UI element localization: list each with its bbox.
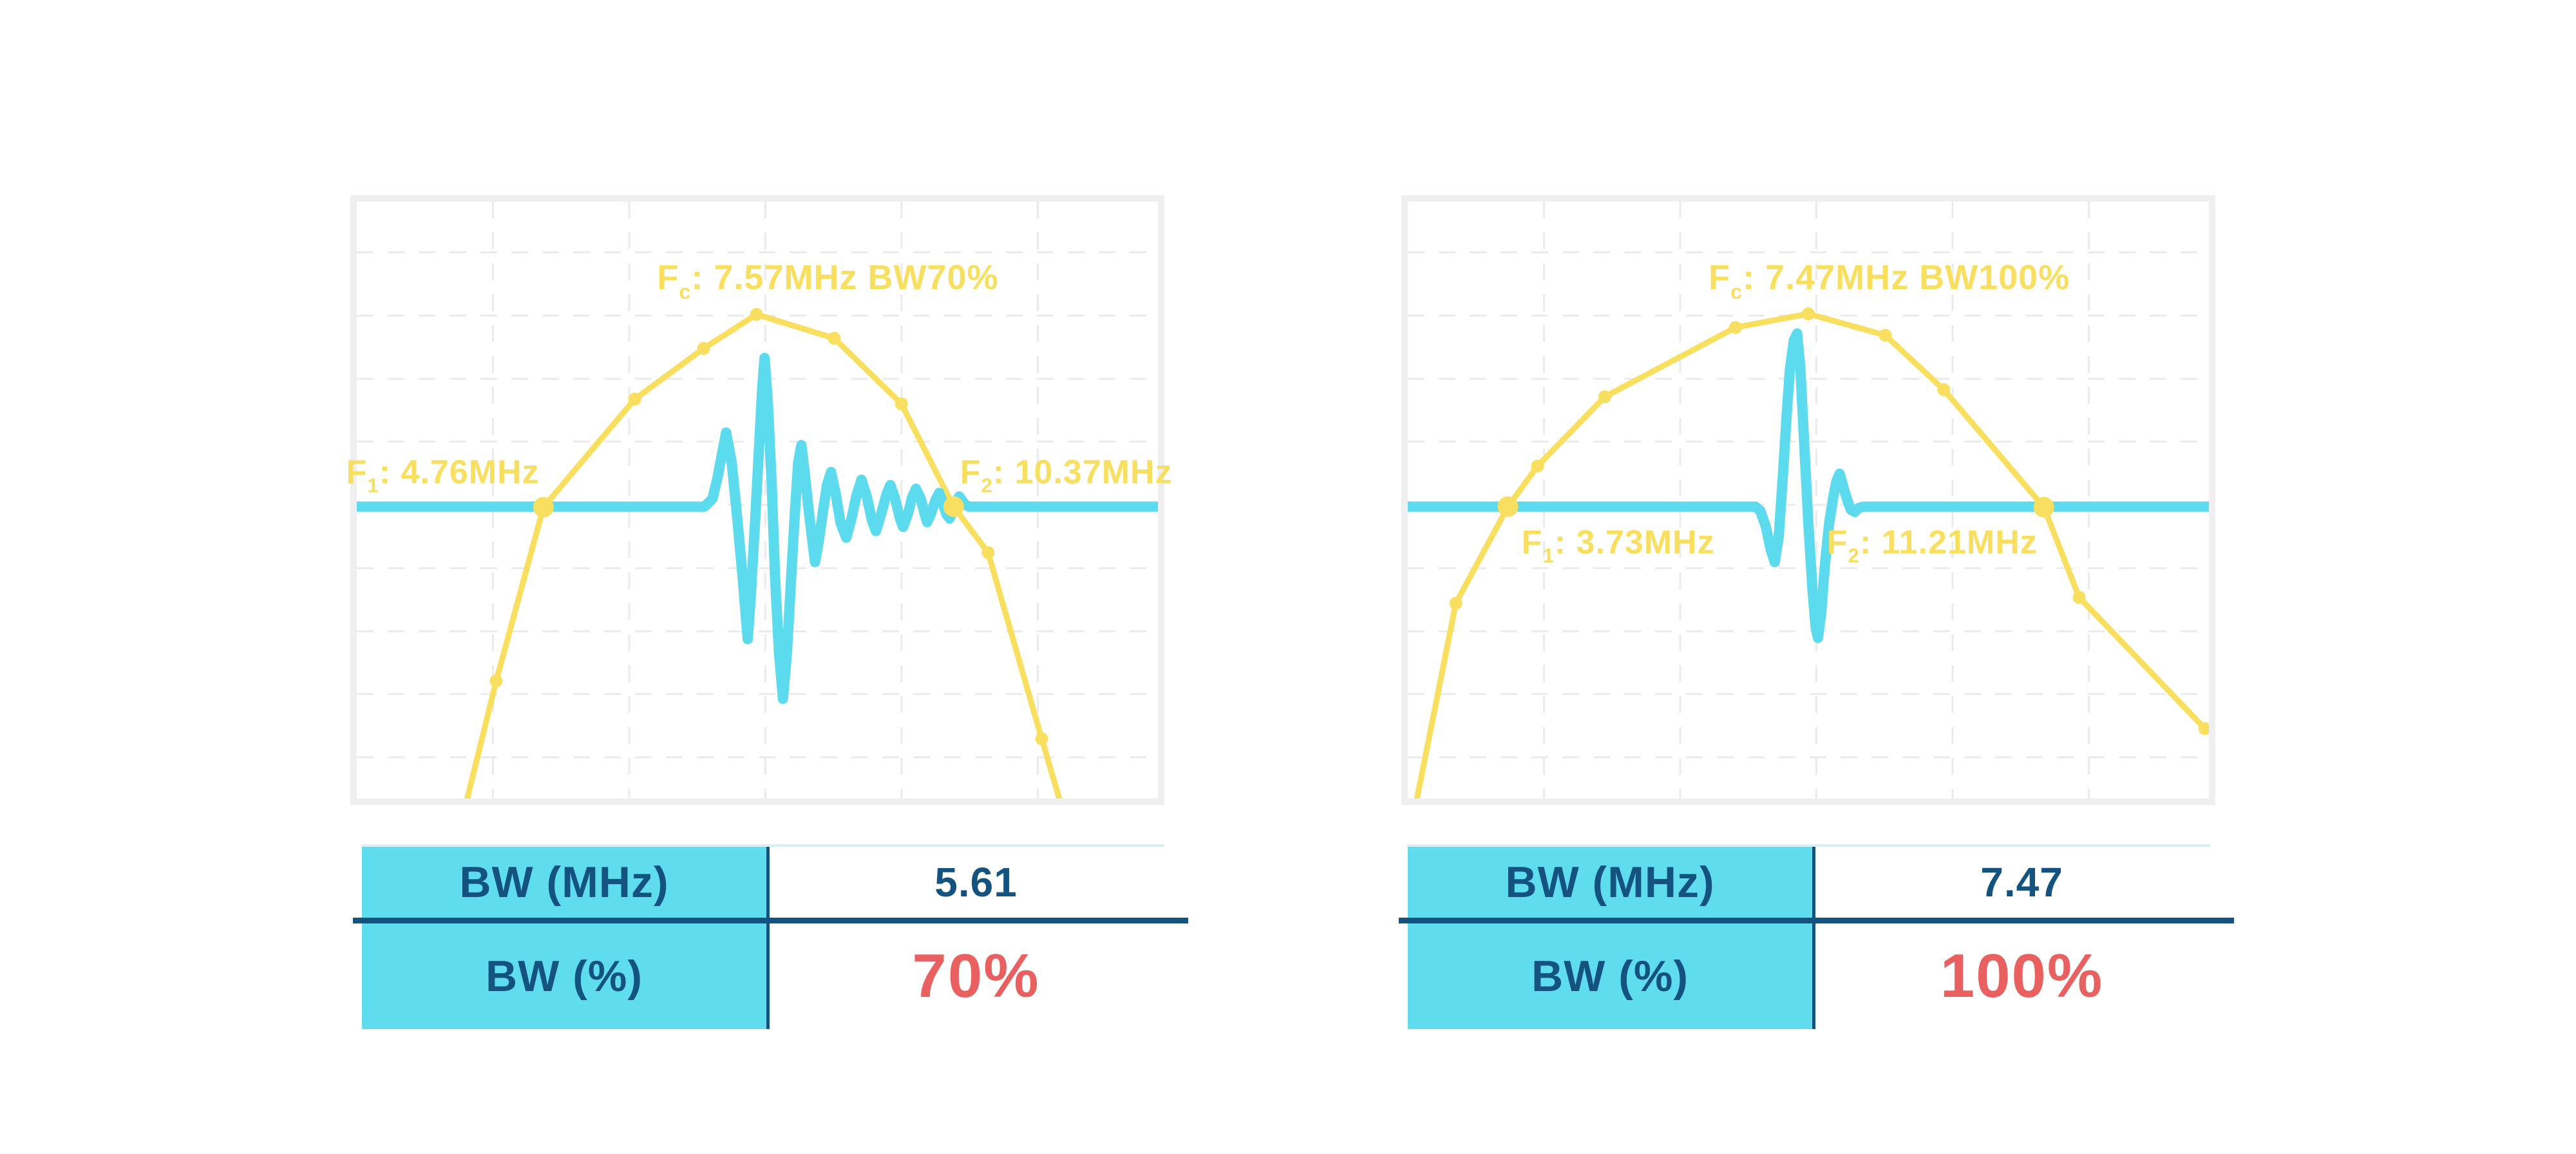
bw-mhz-value: 5.61 (934, 859, 1018, 905)
fc-annotation-left: Fc: 7.57MHz BW70% (657, 258, 998, 304)
f1-symbol: F (346, 453, 368, 491)
f1-subscript: 1 (1542, 544, 1555, 567)
table-column-divider (1812, 847, 1815, 1029)
bw-table-right: BW (MHz) 7.47 BW (%) 100% (1399, 844, 2236, 1037)
table-top-line (1408, 844, 2210, 847)
chart-left: Fc: 7.57MHz BW70% F1: 4.76MHz F2: 10.37M… (346, 195, 1172, 805)
table-column-divider (766, 847, 770, 1029)
fc-annotation-right: Fc: 7.47MHz BW100% (1709, 258, 2070, 304)
bw-pct-value: 100% (1940, 941, 2104, 1010)
table-row: BW (MHz) (362, 847, 766, 918)
bw-pct-label: BW (%) (486, 952, 643, 1001)
f2-symbol: F (960, 453, 981, 491)
table-row: BW (MHz) (1408, 847, 1812, 918)
f2-value: : 10.37MHz (992, 453, 1173, 491)
fc-value: : 7.57MHz BW70% (691, 258, 999, 298)
f1-symbol: F (1521, 524, 1543, 562)
f1-annotation-left: F1: 4.76MHz (346, 453, 540, 497)
table-header-column (1408, 847, 1812, 1029)
chart-right-plot (1408, 202, 2209, 799)
bw-pct-label: BW (%) (1531, 952, 1689, 1001)
fc-symbol: F (657, 258, 679, 298)
table-row: 5.61 (770, 847, 1182, 918)
f2-annotation-right: F2: 11.21MHz (1827, 523, 2038, 567)
f1-value: : 4.76MHz (379, 453, 540, 491)
table-top-line (362, 844, 1164, 847)
f1-annotation-right: F1: 3.73MHz (1522, 523, 1715, 567)
f2-symbol: F (1826, 524, 1848, 562)
f1-value: : 3.73MHz (1554, 524, 1715, 562)
table-row: 70% (770, 923, 1182, 1029)
f1-subscript: 1 (367, 474, 379, 497)
table-row: BW (%) (362, 923, 766, 1029)
chart-left-plot (357, 202, 1158, 799)
fc-subscript: c (679, 280, 692, 304)
f2-annotation-left: F2: 10.37MHz (960, 453, 1173, 497)
f2-subscript: 2 (981, 474, 993, 497)
bw-mhz-value: 7.47 (1980, 859, 2063, 905)
fc-subscript: c (1730, 280, 1743, 304)
fc-value: : 7.47MHz BW100% (1743, 258, 2070, 298)
bw-pct-value: 70% (912, 941, 1040, 1010)
f2-subscript: 2 (1848, 544, 1860, 567)
table-row-divider (353, 918, 1188, 923)
table-row: 100% (1815, 923, 2228, 1029)
bw-mhz-label: BW (MHz) (1505, 858, 1715, 907)
table-header-column (362, 847, 766, 1029)
fc-symbol: F (1709, 258, 1731, 298)
table-row-divider (1399, 918, 2234, 923)
f2-value: : 11.21MHz (1859, 524, 2038, 562)
table-row: BW (%) (1408, 923, 1812, 1029)
bw-table-left: BW (MHz) 5.61 BW (%) 70% (353, 844, 1190, 1037)
table-row: 7.47 (1815, 847, 2228, 918)
chart-right: Fc: 7.47MHz BW100% F1: 3.73MHz F2: 11.21… (1401, 195, 2215, 805)
bw-mhz-label: BW (MHz) (459, 858, 669, 907)
